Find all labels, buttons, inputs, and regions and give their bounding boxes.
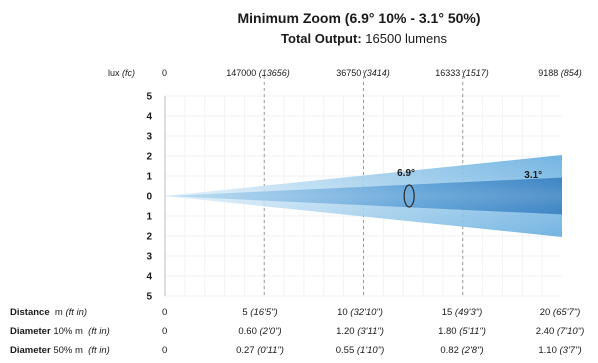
- y-tick-label: 3: [146, 252, 152, 263]
- distance-value-3: 15 (49'3"): [442, 307, 483, 318]
- lux-axis-label: lux (fc): [108, 68, 135, 78]
- y-tick-label: 1: [146, 172, 152, 183]
- distance-value-2: 10 (32'10"): [337, 307, 383, 318]
- diameter50-zero: 0: [162, 345, 168, 356]
- distance-value-4: 20 (65'7"): [540, 307, 581, 318]
- diameter50-unit: m: [74, 345, 83, 356]
- title-block: Minimum Zoom (6.9° 10% - 3.1° 50%) Total…: [0, 10, 598, 46]
- diameter50-value-3-ft: (2'8"): [461, 345, 484, 356]
- lux-zero: 0: [162, 68, 168, 78]
- diameter10-row-label: Diameter 10% m (ft in): [10, 326, 110, 337]
- distance-value-4-m: 20: [539, 307, 551, 318]
- diameter50-value-1-m: 0.27: [236, 345, 255, 356]
- distance-zero: 0: [162, 307, 168, 318]
- y-tick-label: 1: [146, 212, 152, 223]
- diameter10-value-2-m: 1.20: [336, 326, 355, 337]
- distance-value-2-ft: (32'10"): [350, 307, 383, 318]
- distance-row-label: Distance m (ft in): [10, 307, 87, 318]
- beam-angle-marker: [403, 184, 415, 208]
- lux-value-4-lux: 9188: [538, 68, 559, 78]
- distance-value-3-ft: (49'3"): [454, 307, 483, 318]
- lux-value-2-fc: (3414): [363, 68, 390, 78]
- diameter10-label: Diameter: [10, 326, 51, 337]
- diameter50-value-1-ft: (0'11"): [257, 345, 284, 356]
- lux-value-2: 36750 (3414): [336, 68, 390, 78]
- diameter10-value-1-m: 0.60: [238, 326, 257, 337]
- diameter10-value-2: 1.20 (3'11"): [336, 326, 384, 337]
- lux-value-1-fc: (13656): [258, 68, 290, 78]
- diameter50-value-1: 0.27 (0'11"): [236, 345, 284, 356]
- diameter50-unit-alt: (ft in): [88, 345, 110, 356]
- distance-value-3-m: 15: [441, 307, 453, 318]
- beam-label-10pct: 6.9°: [397, 168, 415, 179]
- diameter10-unit: m: [74, 326, 83, 337]
- y-tick-label: 4: [146, 272, 152, 283]
- diameter10-value-3-ft: (5'11"): [459, 326, 486, 337]
- diameter10-pct: 10%: [53, 326, 73, 337]
- lux-value-3-lux: 16333: [435, 68, 461, 78]
- distance-label: Distance: [10, 307, 50, 318]
- diameter10-value-3-m: 1.80: [438, 326, 457, 337]
- diameter50-value-4-m: 1.10: [538, 345, 557, 356]
- lux-unit-text: (fc): [122, 68, 136, 78]
- y-tick-label: 2: [146, 152, 152, 163]
- diameter50-row-label: Diameter 50% m (ft in): [10, 345, 110, 356]
- diameter10-value-1-ft: (2'0"): [259, 326, 282, 337]
- y-tick-label: 3: [146, 132, 152, 143]
- chart-title: Minimum Zoom (6.9° 10% - 3.1° 50%): [237, 10, 481, 26]
- diameter50-value-4: 1.10 (3'7"): [538, 345, 581, 356]
- distance-value-4-ft: (65'7"): [552, 307, 581, 318]
- diameter50-value-2-ft: (1'10"): [356, 345, 385, 356]
- diameter10-unit-alt: (ft in): [88, 326, 110, 337]
- diameter50-pct: 50%: [53, 345, 73, 356]
- diameter50-value-2-m: 0.55: [335, 345, 355, 356]
- lux-value-3: 16333 (1517): [435, 68, 489, 78]
- lux-value-4: 9188 (854): [538, 68, 582, 78]
- subtitle-value: 16500 lumens: [365, 31, 447, 46]
- distance-value-1: 5 (16'5"): [242, 307, 277, 318]
- y-tick-label: 5: [146, 292, 152, 303]
- diameter10-value-4-m: 2.40: [535, 326, 555, 337]
- lux-value-1-lux: 147000: [226, 68, 257, 78]
- chart-subtitle: Total Output: 16500 lumens: [0, 31, 598, 46]
- lux-value-3-fc: (1517): [462, 68, 489, 78]
- lux-value-4-fc: (854): [560, 68, 582, 78]
- diameter10-value-4-ft: (7'10"): [556, 326, 585, 337]
- distance-value-1-ft: (16'5"): [250, 307, 278, 318]
- beam-sheen: [165, 155, 562, 237]
- distance-value-2-m: 10: [337, 307, 348, 318]
- diameter10-value-4: 2.40 (7'10"): [536, 326, 585, 337]
- subtitle-label: Total Output:: [281, 31, 362, 46]
- diameter50-label: Diameter: [10, 345, 51, 356]
- lux-value-2-lux: 36750: [336, 68, 362, 78]
- diameter50-value-3-m: 0.82: [440, 345, 459, 356]
- y-tick-label: 2: [146, 232, 152, 243]
- lux-value-1: 147000 (13656): [226, 68, 290, 78]
- distance-unit: m: [54, 307, 63, 318]
- distance-value-1-m: 5: [242, 307, 248, 318]
- diameter50-value-4-ft: (3'7"): [559, 345, 582, 356]
- y-tick-label: 4: [146, 112, 152, 123]
- diameter10-value-2-ft: (3'11"): [357, 326, 384, 337]
- lux-label-text: lux: [108, 68, 120, 78]
- diameter10-zero: 0: [162, 326, 168, 337]
- diameter10-value-1: 0.60 (2'0"): [238, 326, 281, 337]
- distance-unit-alt: (ft in): [65, 307, 88, 318]
- diameter10-value-3: 1.80 (5'11"): [438, 326, 486, 337]
- beam-label-50pct: 3.1°: [524, 170, 542, 181]
- diameter50-value-3: 0.82 (2'8"): [440, 345, 483, 356]
- diameter50-value-2: 0.55 (1'10"): [336, 345, 385, 356]
- y-tick-label: 0: [146, 192, 152, 203]
- y-tick-label: 5: [146, 92, 152, 103]
